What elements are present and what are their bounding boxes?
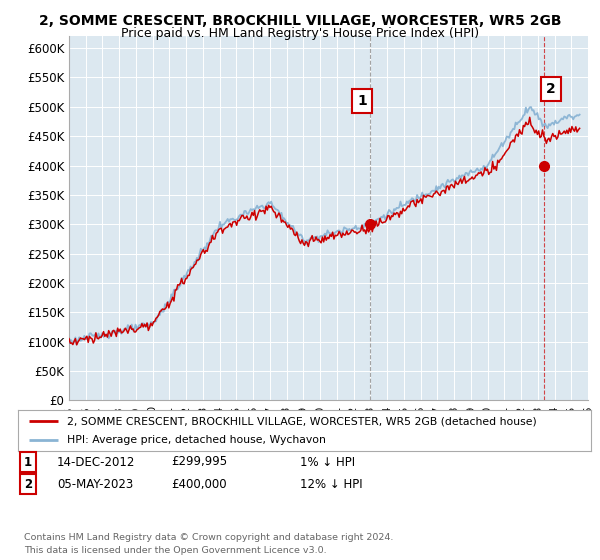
Text: 2: 2 (24, 478, 32, 491)
Text: 1: 1 (24, 455, 32, 469)
Text: 1% ↓ HPI: 1% ↓ HPI (300, 455, 355, 469)
Text: 2, SOMME CRESCENT, BROCKHILL VILLAGE, WORCESTER, WR5 2GB (detached house): 2, SOMME CRESCENT, BROCKHILL VILLAGE, WO… (67, 417, 536, 426)
Text: 1: 1 (357, 94, 367, 108)
Text: 05-MAY-2023: 05-MAY-2023 (57, 478, 133, 491)
Text: £400,000: £400,000 (171, 478, 227, 491)
Text: 12% ↓ HPI: 12% ↓ HPI (300, 478, 362, 491)
Text: 2: 2 (546, 82, 556, 96)
Text: Price paid vs. HM Land Registry's House Price Index (HPI): Price paid vs. HM Land Registry's House … (121, 27, 479, 40)
Text: HPI: Average price, detached house, Wychavon: HPI: Average price, detached house, Wych… (67, 435, 326, 445)
Text: 2, SOMME CRESCENT, BROCKHILL VILLAGE, WORCESTER, WR5 2GB: 2, SOMME CRESCENT, BROCKHILL VILLAGE, WO… (39, 14, 561, 28)
Text: 14-DEC-2012: 14-DEC-2012 (57, 455, 136, 469)
Text: £299,995: £299,995 (171, 455, 227, 469)
Text: Contains HM Land Registry data © Crown copyright and database right 2024.
This d: Contains HM Land Registry data © Crown c… (24, 533, 394, 554)
